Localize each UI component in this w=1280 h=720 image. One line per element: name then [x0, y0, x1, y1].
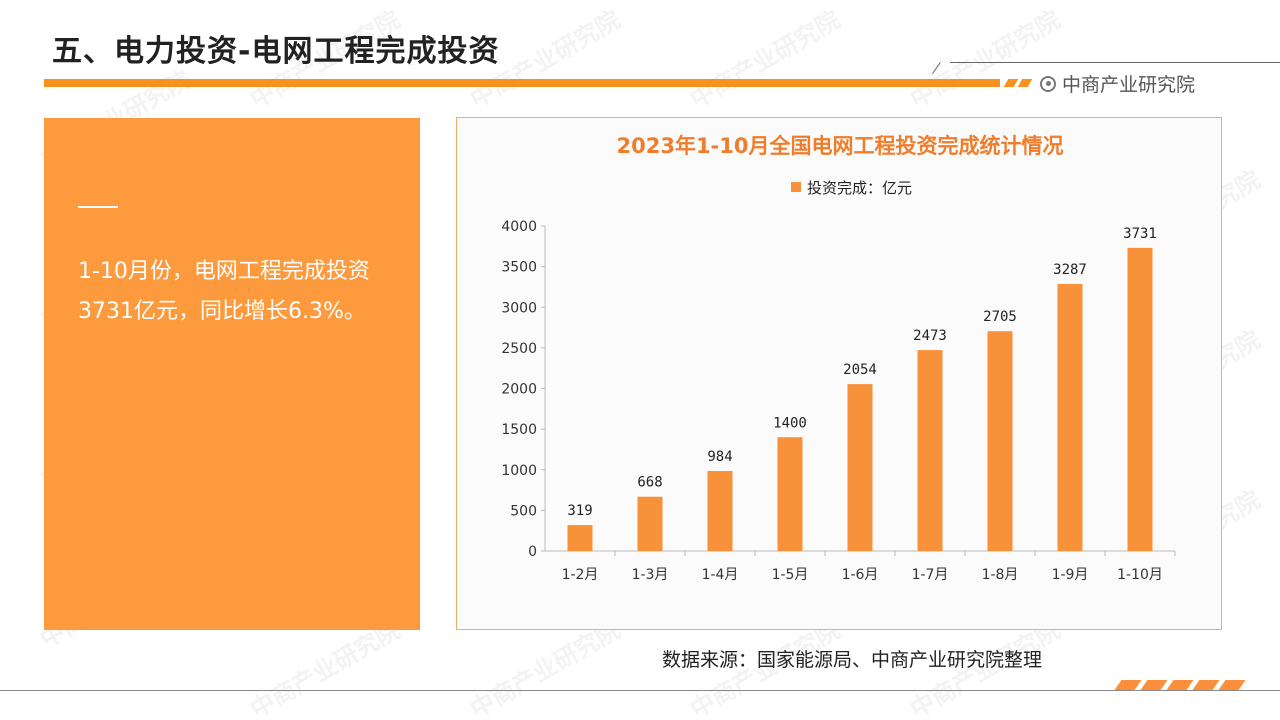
footer-stripe [1114, 680, 1142, 690]
x-tick-label: 1-3月 [632, 567, 669, 583]
x-tick-label: 1-9月 [1052, 567, 1089, 583]
legend-label: 投资完成：亿元 [807, 179, 912, 197]
legend-swatch [791, 182, 801, 192]
title-stripe [1017, 79, 1033, 87]
chart-title: 2023年1-10月全国电网工程投资完成统计情况 [617, 134, 1064, 158]
footer-stripe [1192, 680, 1220, 690]
bar [777, 437, 803, 551]
x-tick-label: 1-8月 [982, 567, 1019, 583]
x-tick-label: 1-5月 [772, 567, 809, 583]
x-tick-label: 1-6月 [842, 567, 879, 583]
y-tick-label: 1500 [501, 422, 537, 438]
bar [707, 471, 733, 551]
footer-stripe [1218, 680, 1246, 690]
x-tick-label: 1-4月 [702, 567, 739, 583]
x-tick-label: 1-2月 [562, 567, 599, 583]
brand-circle-icon [1040, 75, 1056, 92]
y-tick-label: 500 [510, 503, 537, 519]
summary-line-2: 3731亿元，同比增长6.3%。 [78, 299, 366, 324]
footer-divider [0, 690, 1280, 691]
footer-stripe [1166, 680, 1194, 690]
bar-value-label: 3731 [1123, 226, 1157, 242]
x-tick-label: 1-10月 [1117, 567, 1163, 583]
bar [917, 350, 943, 551]
bar-value-label: 2473 [913, 328, 947, 344]
y-tick-label: 3500 [501, 260, 537, 276]
y-tick-label: 1000 [501, 463, 537, 479]
bar [987, 331, 1013, 551]
header-divider-diagonal [931, 62, 941, 75]
data-source: 数据来源：国家能源局、中商产业研究院整理 [662, 649, 1043, 671]
y-tick-label: 2500 [501, 341, 537, 357]
y-tick-label: 3000 [501, 300, 537, 316]
chart-frame: 2023年1-10月全国电网工程投资完成统计情况投资完成：亿元 0 500 1000 1… [456, 117, 1222, 630]
title-underline-bar [44, 79, 1000, 87]
brand-logo: 中商产业研究院 [1040, 70, 1195, 97]
page-title: 五、电力投资-电网工程完成投资 [52, 34, 500, 69]
bar-value-label: 984 [707, 449, 732, 465]
bar [1127, 247, 1153, 551]
x-tick-label: 1-7月 [912, 567, 949, 583]
title-stripe [1003, 79, 1019, 87]
bar-value-label: 2054 [843, 362, 877, 378]
bar-value-label: 1400 [773, 415, 807, 431]
brand-name: 中商产业研究院 [1062, 74, 1196, 96]
bar-value-label: 319 [567, 503, 592, 519]
header-divider [950, 62, 1280, 63]
summary-line-1: 1-10月份，电网工程完成投资 [78, 259, 370, 284]
bar [567, 525, 593, 551]
bar [1057, 283, 1083, 551]
y-tick-label: 0 [528, 544, 537, 560]
summary-panel: 1-10月份，电网工程完成投资 3731亿元，同比增长6.3%。 [44, 118, 420, 630]
bar-value-label: 668 [637, 475, 662, 491]
bar [637, 496, 663, 551]
y-tick-label: 2000 [501, 382, 537, 398]
bar [847, 384, 873, 551]
summary-text: 1-10月份，电网工程完成投资 3731亿元，同比增长6.3%。 [78, 252, 408, 332]
footer-stripe [1140, 680, 1168, 690]
y-tick-label: 4000 [501, 219, 537, 235]
summary-dash-decoration [78, 206, 118, 208]
bar-value-label: 2705 [983, 309, 1017, 325]
bar-value-label: 3287 [1053, 262, 1087, 278]
